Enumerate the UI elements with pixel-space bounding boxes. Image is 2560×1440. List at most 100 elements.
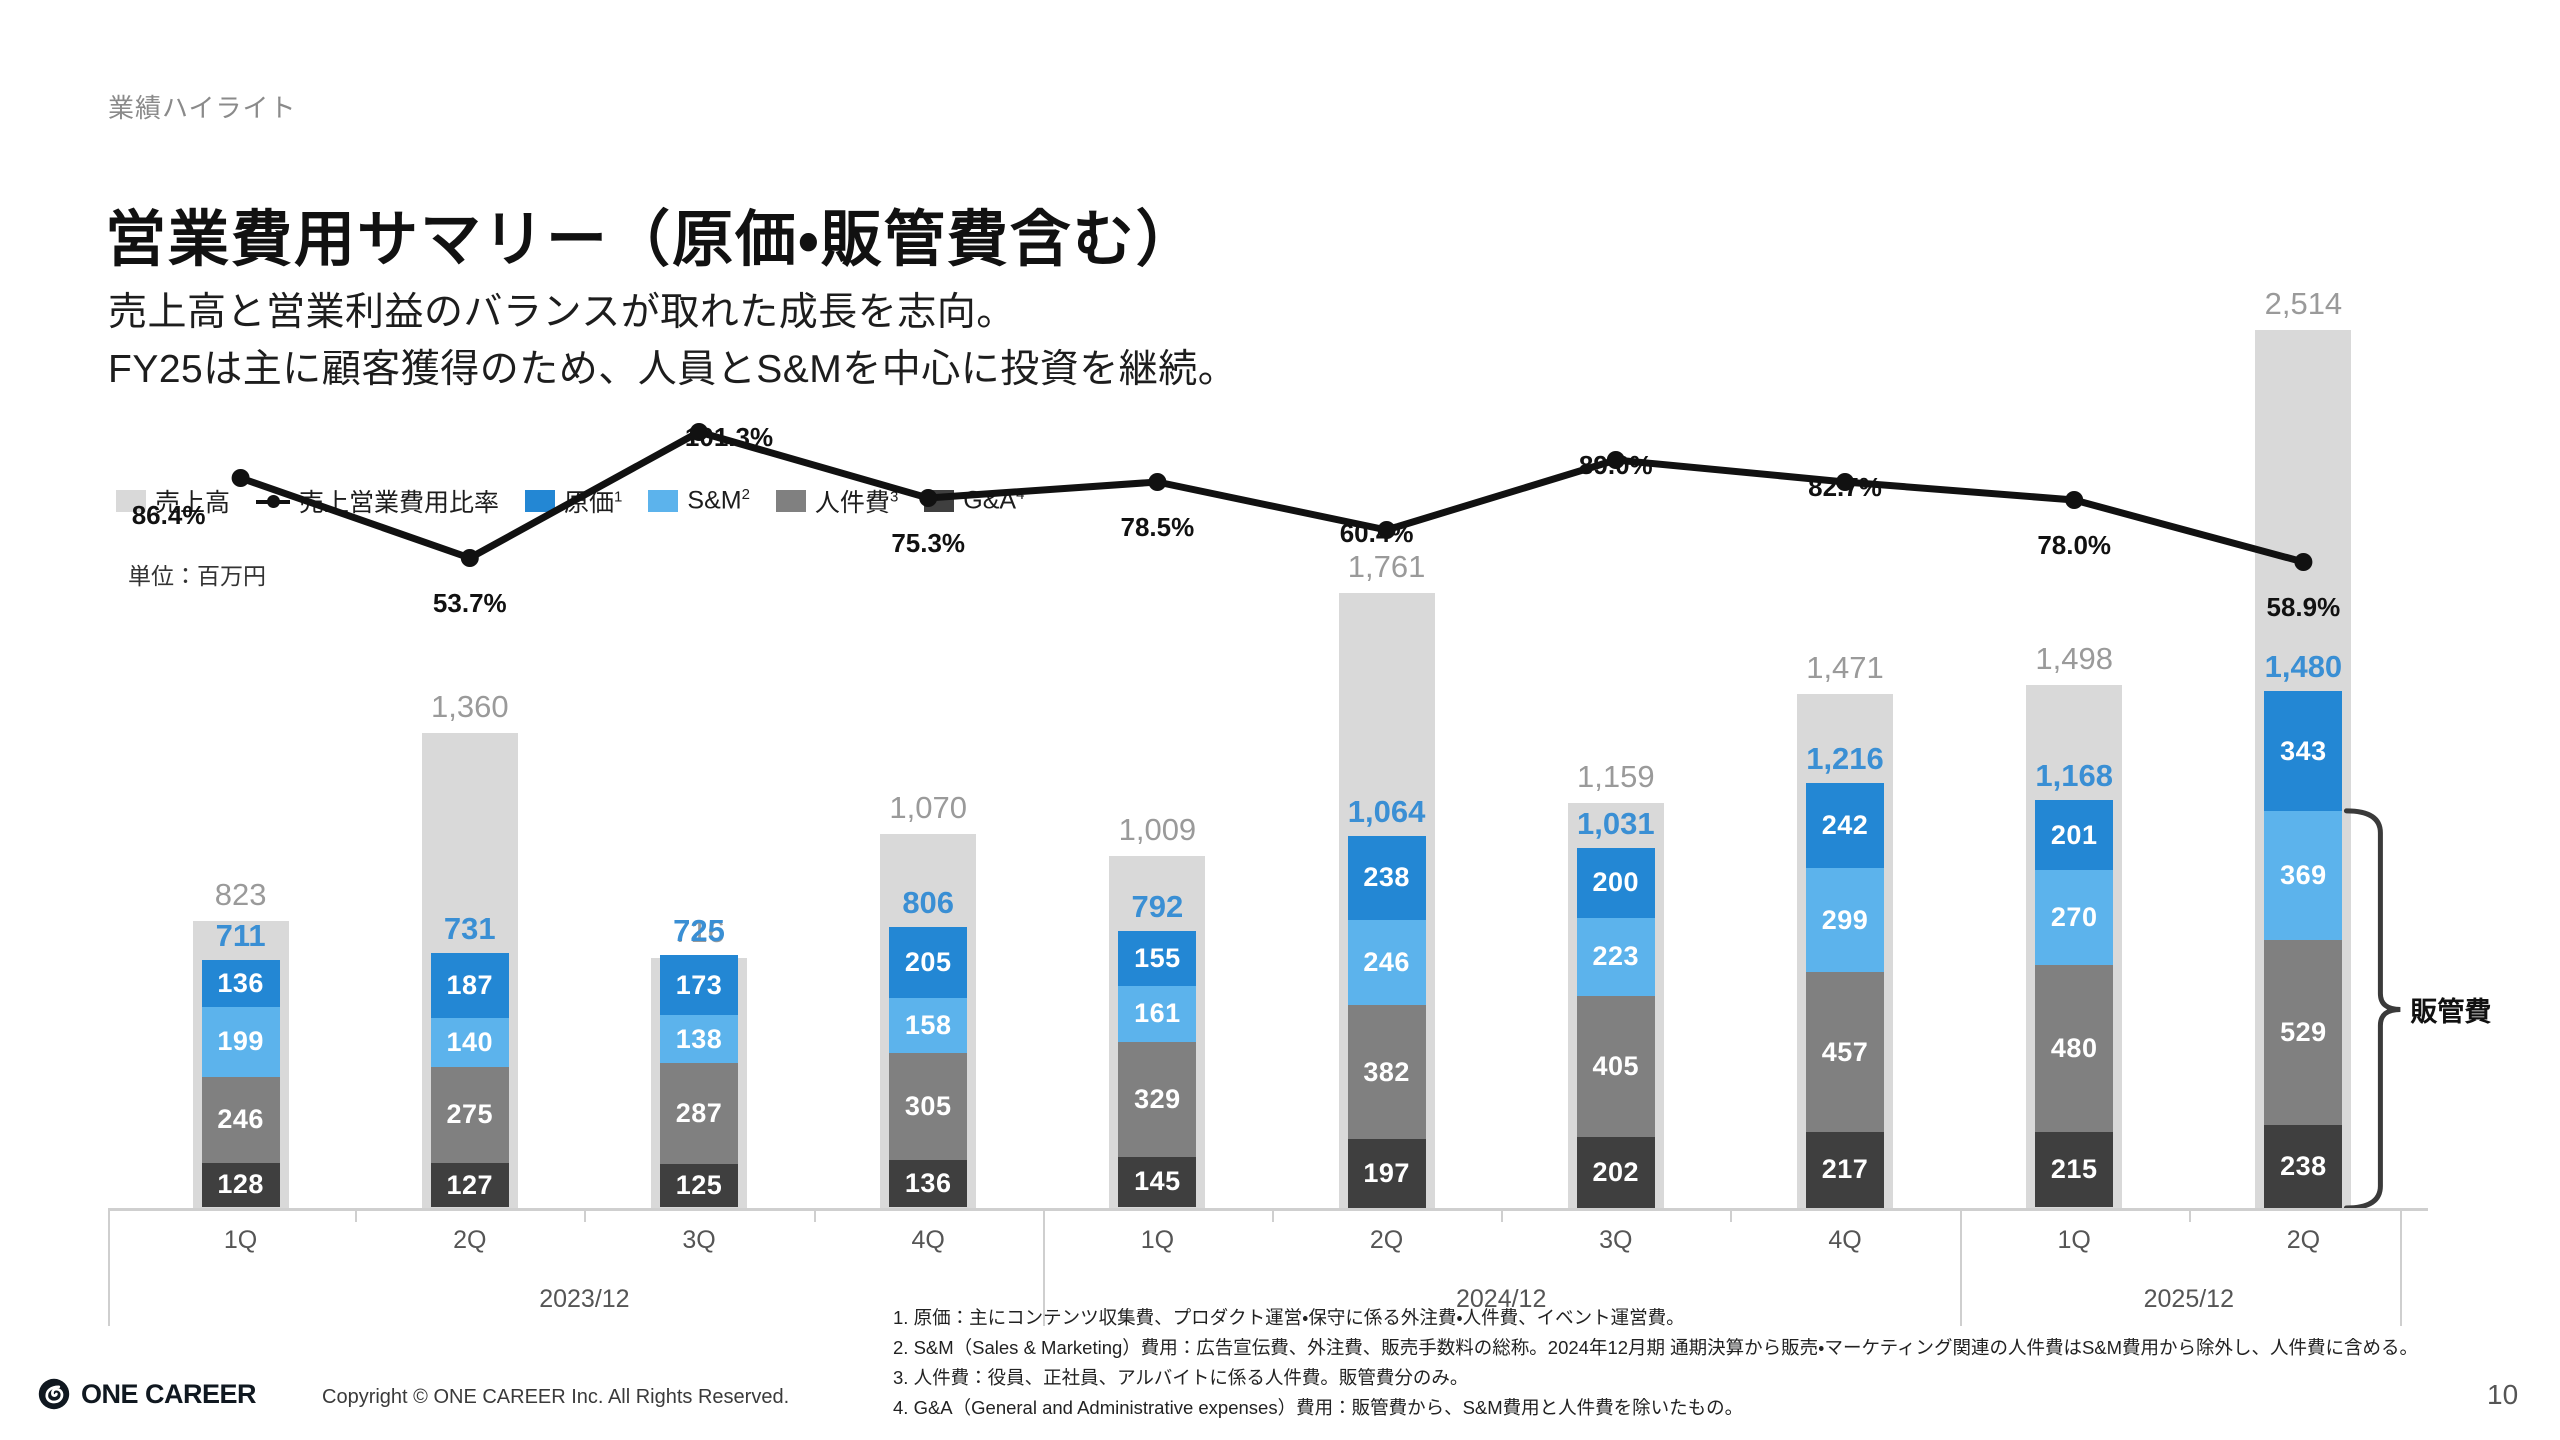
opex-segment-personnel: 480 xyxy=(2035,964,2114,1133)
opex-total-label: 1,168 xyxy=(2035,758,2113,794)
opex-stacked-bar: 343 369 529 238 xyxy=(2264,691,2343,1208)
x-axis-tick xyxy=(2188,1211,2191,1222)
fiscal-year-separator xyxy=(1959,1208,1962,1326)
opex-stacked-bar: 205 158 305 136 xyxy=(889,926,968,1208)
opex-segment-personnel: 382 xyxy=(1347,1005,1426,1139)
opex-stacked-bar: 238 246 382 197 xyxy=(1347,836,1426,1208)
opex-ratio-label: 101.3% xyxy=(684,422,774,452)
legend-label-revenue: 売上高 xyxy=(155,489,231,517)
x-axis-tick xyxy=(584,1211,587,1222)
eyebrow-label: 業績ハイライト xyxy=(108,93,297,123)
opex-segment-cogs: 205 xyxy=(889,926,968,999)
x-axis-tick xyxy=(1272,1211,1274,1222)
opex-stacked-bar: 136 199 246 128 xyxy=(201,959,280,1208)
opex-segment-sm: 199 xyxy=(201,1007,280,1077)
revenue-value-label: 1,498 xyxy=(2035,640,2113,676)
opex-total-label: 1,216 xyxy=(1806,741,1884,777)
opex-segment-cogs: 187 xyxy=(430,952,509,1018)
x-axis-quarter-label: 2Q xyxy=(1369,1226,1404,1254)
opex-segment-ga: 145 xyxy=(1118,1156,1197,1208)
opex-segment-personnel: 275 xyxy=(430,1066,509,1163)
opex-segment-ga: 197 xyxy=(1347,1138,1426,1208)
opex-segment-cogs: 201 xyxy=(2035,800,2114,871)
opex-stacked-bar: 155 161 329 145 xyxy=(1118,931,1197,1208)
opex-segment-ga: 125 xyxy=(660,1163,738,1208)
opex-total-label: 1,480 xyxy=(2264,649,2343,685)
opex-total-label: 1,031 xyxy=(1577,805,1655,841)
opex-segment-sm: 138 xyxy=(660,1015,738,1064)
revenue-value-label: 1,159 xyxy=(1577,759,1655,795)
opex-segment-sm: 299 xyxy=(1806,867,1884,973)
x-axis-tick xyxy=(1730,1211,1733,1222)
opex-stacked-bar: 187 140 275 127 xyxy=(430,952,509,1208)
x-axis-quarter-label: 4Q xyxy=(911,1226,945,1254)
opex-segment-ga: 217 xyxy=(1806,1131,1884,1208)
footnote-line: 4. G&A（General and Administrative expens… xyxy=(893,1396,1744,1418)
opex-segment-ga: 238 xyxy=(2264,1124,2343,1208)
revenue-value-label: 1,070 xyxy=(889,790,967,826)
fiscal-year-separator xyxy=(1042,1208,1045,1326)
lead-line-1: 売上高と営業利益のバランスが取れた成長を志向。 xyxy=(108,291,1016,334)
opex-ratio-label: 89.0% xyxy=(1578,450,1653,480)
x-axis-quarter-label: 3Q xyxy=(1599,1226,1633,1254)
footnote-line: 2. S&M（Sales & Marketing）費用：広告宣伝費、外注費、販売… xyxy=(893,1336,2419,1358)
opex-total-label: 792 xyxy=(1131,889,1184,925)
x-axis-quarter-label: 3Q xyxy=(682,1226,716,1254)
one-career-mark-icon xyxy=(38,1378,70,1410)
opex-segment-sm: 246 xyxy=(1347,919,1426,1006)
opex-segment-sm: 270 xyxy=(2035,870,2114,965)
x-axis-tick xyxy=(813,1211,816,1222)
x-axis-quarter-label: 2Q xyxy=(453,1226,487,1254)
opex-ratio-label: 53.7% xyxy=(432,588,507,618)
lead-paragraph: 売上高と営業利益のバランスが取れた成長を志向。 FY25は主に顧客獲得のため、人… xyxy=(108,285,1237,398)
logo-wordmark: ONE CAREER xyxy=(81,1378,257,1409)
opex-ratio-label: 60.4% xyxy=(1339,518,1414,548)
opex-stacked-bar: 200 223 405 202 xyxy=(1576,847,1655,1208)
opex-segment-cogs: 173 xyxy=(660,954,738,1016)
opex-segment-sm: 161 xyxy=(1118,985,1197,1042)
opex-ratio-label: 82.7% xyxy=(1808,472,1882,502)
x-axis-quarter-label: 2Q xyxy=(2286,1226,2321,1254)
opex-segment-cogs: 136 xyxy=(201,959,280,1008)
opex-total-label: 1,064 xyxy=(1347,794,1426,830)
opex-segment-cogs: 155 xyxy=(1118,931,1197,986)
x-axis-fiscal-year-label: 2025/12 xyxy=(2143,1285,2234,1313)
opex-segment-personnel: 405 xyxy=(1576,995,1655,1138)
x-axis-quarter-label: 1Q xyxy=(1140,1226,1175,1254)
copyright-text: Copyright © ONE CAREER Inc. All Rights R… xyxy=(322,1386,790,1408)
opex-segment-sm: 369 xyxy=(2264,810,2343,940)
opex-stacked-bar: 201 270 480 215 xyxy=(2035,800,2114,1208)
footnote-line: 3. 人件費：役員、正社員、アルバイトに係る人件費。販管費分のみ。 xyxy=(893,1366,1469,1388)
opex-segment-personnel: 246 xyxy=(201,1076,280,1163)
opex-ratio-label: 78.0% xyxy=(2037,530,2112,560)
company-logo: ONE CAREER xyxy=(38,1378,257,1410)
opex-segment-ga: 215 xyxy=(2035,1132,2114,1208)
opex-total-label: 806 xyxy=(902,884,955,920)
x-axis-quarter-label: 1Q xyxy=(223,1226,258,1254)
revenue-value-label: 1,761 xyxy=(1347,548,1426,584)
opex-segment-personnel: 287 xyxy=(660,1063,738,1164)
opex-segment-sm: 140 xyxy=(430,1017,509,1067)
opex-ratio-label: 75.3% xyxy=(891,528,966,558)
revenue-value-label: 1,360 xyxy=(431,689,509,725)
opex-total-label: 725 xyxy=(673,912,725,948)
unit-label: 単位：百万円 xyxy=(128,563,266,589)
opex-stacked-bar: 242 299 457 217 xyxy=(1806,783,1884,1208)
footnotes: 1. 原価：主にコンテンツ収集費、プロダクト運営・保守に係る外注費・人件費、イベ… xyxy=(893,1303,2418,1423)
page-title: 営業費用サマリー（原価・販管費含む） xyxy=(105,204,1199,273)
x-axis-line xyxy=(108,1208,2428,1211)
axis-edge-separator xyxy=(2400,1208,2402,1326)
opex-segment-ga: 136 xyxy=(889,1159,968,1208)
x-axis-tick xyxy=(1501,1211,1504,1222)
page-number: 10 xyxy=(2487,1379,2519,1410)
opex-segment-cogs: 343 xyxy=(2264,691,2343,811)
opex-segment-personnel: 457 xyxy=(1806,972,1884,1132)
opex-segment-cogs: 200 xyxy=(1576,847,1655,918)
opex-segment-personnel: 329 xyxy=(1118,1041,1197,1157)
revenue-value-label: 2,514 xyxy=(2264,286,2343,321)
opex-segment-ga: 128 xyxy=(201,1162,280,1208)
opex-segment-ga: 202 xyxy=(1576,1137,1655,1208)
x-axis-quarter-label: 1Q xyxy=(2057,1226,2091,1254)
x-axis-fiscal-year-label: 2023/12 xyxy=(539,1285,630,1313)
